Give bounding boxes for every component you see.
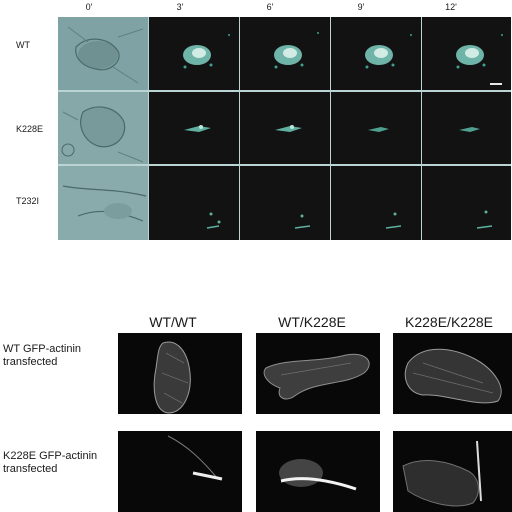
- phase-contrast-k228e: [58, 92, 148, 164]
- row-label-wt-gfp-line2: transfected: [3, 356, 58, 368]
- row-label-t232i: T232I: [16, 196, 40, 206]
- column-label-wt-wt: WT/WT: [149, 314, 197, 330]
- fluorescence-wt-12min: [422, 17, 511, 90]
- time-label-12: 12': [445, 2, 457, 12]
- fluorescence-k228e-6min: [240, 92, 330, 164]
- row-label-wt-gfp-line1: WT GFP-actinin: [3, 343, 82, 355]
- time-label-6: 6': [266, 2, 274, 12]
- row-label-k228e-gfp-line1: K228E GFP-actinin: [3, 450, 98, 462]
- micrograph-wt-gfp-wt-wt: [118, 333, 242, 414]
- phase-contrast-t232i: [58, 166, 148, 240]
- row-label-wt: WT: [16, 40, 30, 50]
- time-label-9: 9': [357, 2, 365, 12]
- fluorescence-wt-9min: [331, 17, 421, 90]
- fluorescence-wt-3min: [149, 17, 239, 90]
- timelapse-grid: [58, 17, 511, 240]
- row-label-wt-gfp: WT GFP-actinin transfected: [3, 343, 81, 369]
- row-label-k228e: K228E: [16, 124, 44, 134]
- row-label-k228e-gfp-line2: transfected: [3, 463, 58, 475]
- micrograph-k228e-gfp-wt-wt: [118, 431, 242, 512]
- micrograph-wt-gfp-wt-k228e: [256, 333, 380, 414]
- phase-contrast-wt: [58, 17, 148, 90]
- fluorescence-t232i-12min: [422, 166, 511, 240]
- row-label-k228e-gfp: K228E GFP-actinin transfected: [3, 450, 97, 476]
- fluorescence-t232i-3min: [149, 166, 239, 240]
- scale-bar: [490, 83, 502, 85]
- fluorescence-wt-6min: [240, 17, 330, 90]
- micrograph-k228e-gfp-wt-k228e: [256, 431, 380, 512]
- fluorescence-t232i-6min: [240, 166, 330, 240]
- fluorescence-k228e-9min: [331, 92, 421, 164]
- micrograph-k228e-gfp-k228e-k228e: [393, 431, 512, 512]
- micrograph-wt-gfp-k228e-k228e: [393, 333, 512, 414]
- fluorescence-t232i-9min: [331, 166, 421, 240]
- fluorescence-k228e-12min: [422, 92, 511, 164]
- time-label-0: 0': [85, 2, 93, 12]
- time-label-3: 3': [176, 2, 184, 12]
- column-label-wt-k228e: WT/K228E: [278, 314, 346, 330]
- column-label-k228e-k228e: K228E/K228E: [405, 314, 493, 330]
- fluorescence-k228e-3min: [149, 92, 239, 164]
